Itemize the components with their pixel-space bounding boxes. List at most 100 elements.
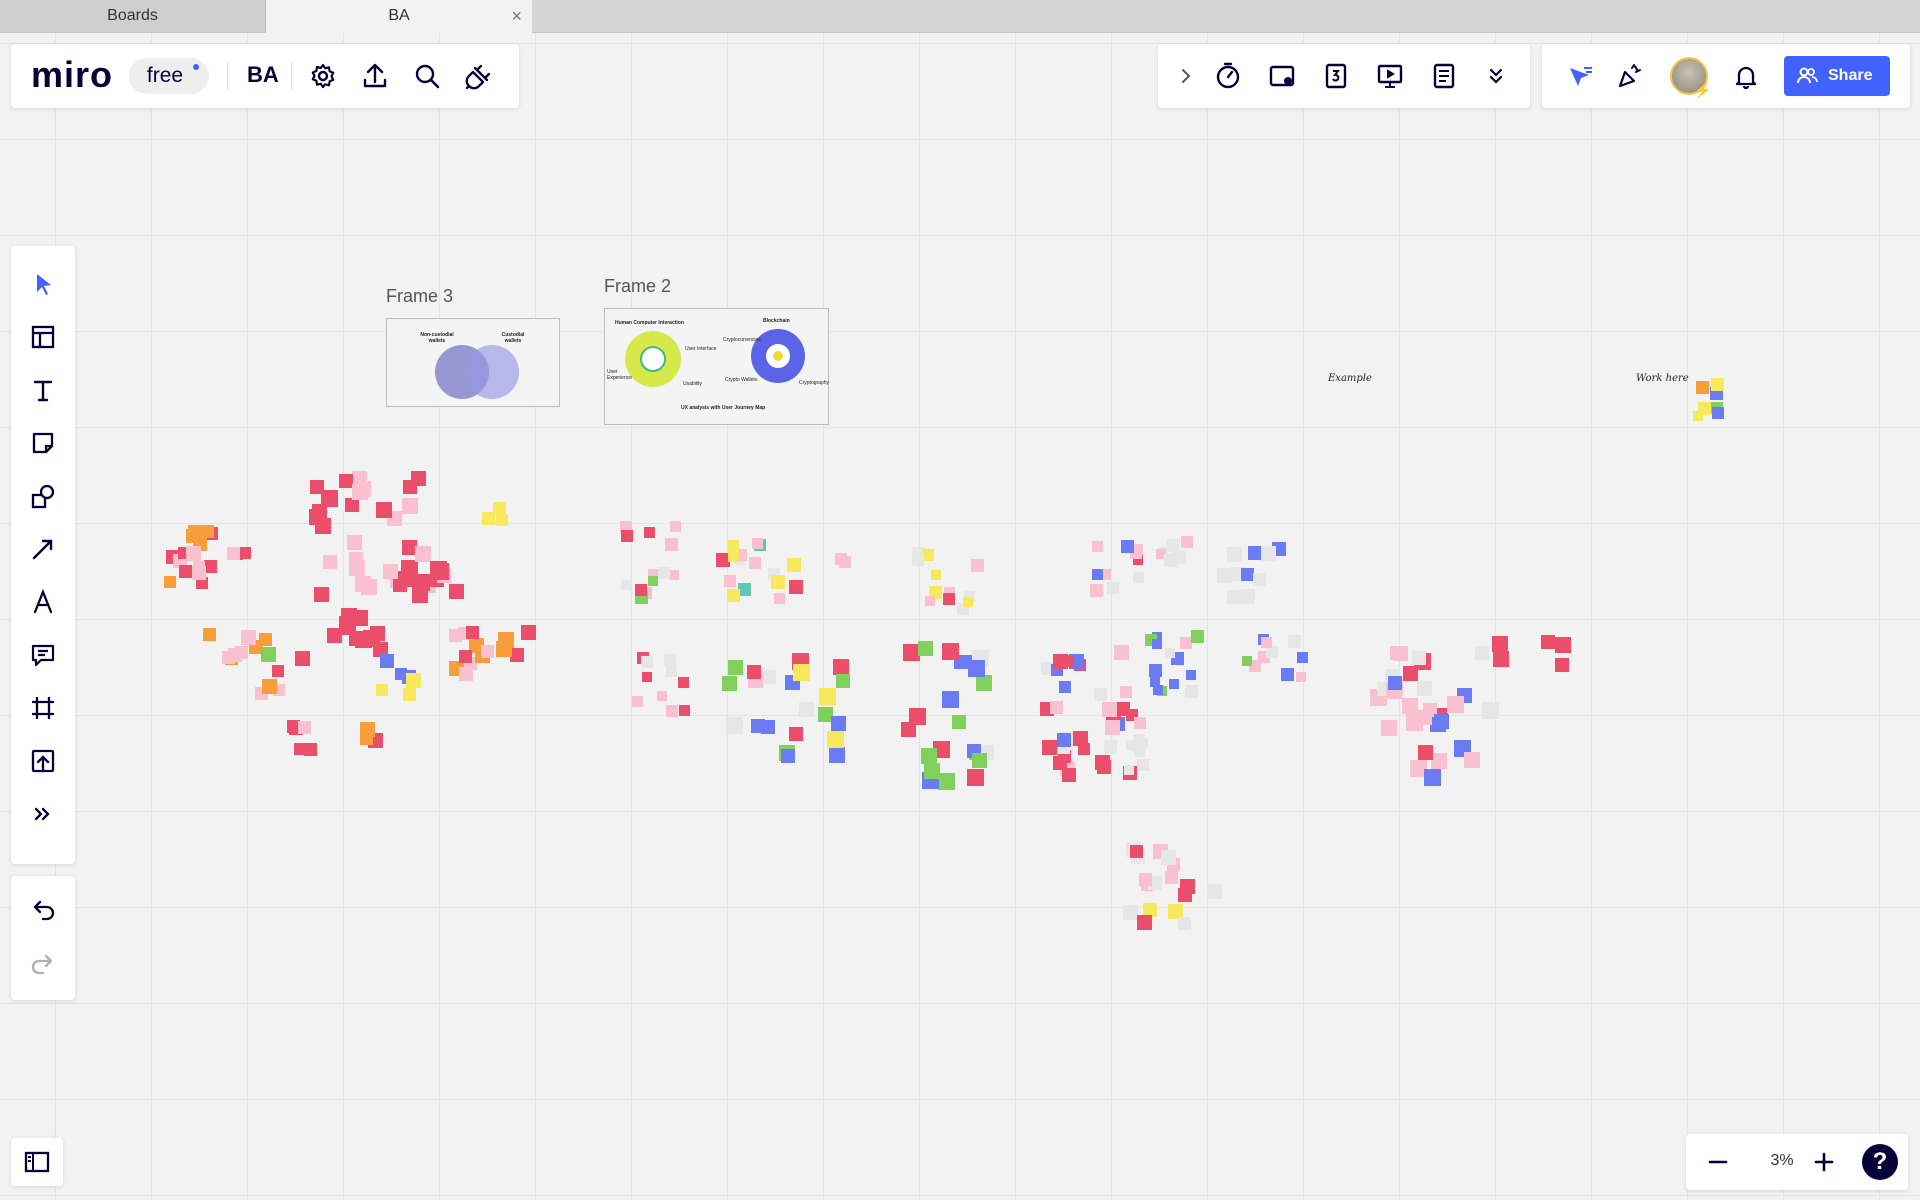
sticky-note[interactable] <box>839 555 852 568</box>
sticky-note[interactable] <box>746 665 761 680</box>
sticky-note[interactable] <box>376 502 393 519</box>
sticky-note[interactable] <box>432 563 450 581</box>
sticky-note[interactable] <box>924 595 935 606</box>
sticky-note[interactable] <box>349 560 366 577</box>
sticky-note[interactable] <box>942 593 955 606</box>
comment-icon[interactable] <box>25 637 61 673</box>
plug-icon[interactable] <box>461 58 497 94</box>
sticky-note[interactable] <box>1260 636 1272 648</box>
sticky-note[interactable] <box>722 675 738 691</box>
sticky-note[interactable] <box>1447 695 1465 713</box>
sticky-note[interactable] <box>402 688 416 702</box>
sticky-note[interactable] <box>975 675 992 692</box>
sticky-note[interactable] <box>1134 747 1145 758</box>
sticky-note[interactable] <box>327 628 343 644</box>
sticky-note[interactable] <box>781 748 796 763</box>
sticky-note[interactable] <box>835 673 850 688</box>
double-chevron-down-icon[interactable] <box>1478 58 1514 94</box>
sticky-note[interactable] <box>1133 555 1144 566</box>
sticky-note[interactable] <box>1155 549 1166 560</box>
sticky-note[interactable] <box>481 512 495 526</box>
sticky-note[interactable] <box>648 576 659 587</box>
chevron-right-icon[interactable] <box>1168 58 1204 94</box>
sticky-note[interactable] <box>1092 541 1104 553</box>
sticky-note[interactable] <box>786 558 801 573</box>
board-canvas[interactable] <box>0 33 1920 1200</box>
sticky-note[interactable] <box>1099 569 1111 581</box>
sticky-note[interactable] <box>1120 539 1134 553</box>
sticky-note[interactable] <box>1062 655 1075 668</box>
sticky-note[interactable] <box>352 484 369 501</box>
sticky-note[interactable] <box>459 649 473 663</box>
sticky-note[interactable] <box>1248 545 1263 560</box>
sticky-note[interactable] <box>818 688 836 706</box>
sticky-note[interactable] <box>1411 651 1426 666</box>
sticky-note[interactable] <box>1113 644 1129 660</box>
sticky-note[interactable] <box>1105 720 1121 736</box>
sticky-note[interactable] <box>788 579 803 594</box>
sticky-note[interactable] <box>762 669 777 684</box>
sticky-note[interactable] <box>1160 849 1176 865</box>
sticky-note[interactable] <box>1124 764 1135 775</box>
sticky-note[interactable] <box>918 640 934 656</box>
sticky-note[interactable] <box>634 583 647 596</box>
sticky-note[interactable] <box>1177 916 1191 930</box>
celebrate-icon[interactable] <box>1612 58 1648 94</box>
sticky-note[interactable] <box>1165 870 1179 884</box>
sticky-note[interactable] <box>1711 407 1724 420</box>
sticky-note[interactable] <box>1091 568 1103 580</box>
sticky-note[interactable] <box>632 696 644 707</box>
sticky-note[interactable] <box>1093 687 1107 701</box>
sticky-note[interactable] <box>294 650 310 666</box>
frame-3[interactable]: Non-custodial wallets Custodial wallets <box>386 318 560 407</box>
example-label[interactable]: Example <box>1328 373 1372 384</box>
sticky-note[interactable] <box>383 564 399 580</box>
frame-2[interactable]: Human Computer Interaction Blockchain Us… <box>604 308 829 425</box>
sticky-note[interactable] <box>831 715 847 731</box>
sticky-note[interactable] <box>901 721 917 737</box>
frame-icon[interactable] <box>25 690 61 726</box>
sticky-note[interactable] <box>1191 630 1205 644</box>
sticky-note[interactable] <box>458 666 473 681</box>
sticky-note[interactable] <box>728 550 740 562</box>
close-icon[interactable]: × <box>511 6 522 26</box>
notes-icon[interactable] <box>1426 58 1462 94</box>
sticky-note[interactable] <box>664 538 678 552</box>
sticky-note[interactable] <box>360 721 376 737</box>
plan-badge[interactable]: free <box>129 58 209 94</box>
sticky-note[interactable] <box>1040 661 1054 675</box>
sticky-note[interactable] <box>401 497 418 514</box>
sticky-note[interactable] <box>411 587 428 604</box>
sticky-note[interactable] <box>1217 568 1233 584</box>
sticky-note[interactable] <box>185 546 201 562</box>
sticky-note[interactable] <box>448 628 462 642</box>
sticky-note[interactable] <box>657 690 668 701</box>
sticky-note[interactable] <box>967 660 985 678</box>
sticky-note[interactable] <box>1105 740 1118 753</box>
sticky-note[interactable] <box>297 720 311 734</box>
sticky-note[interactable] <box>1433 713 1449 729</box>
sticky-note[interactable] <box>1295 672 1306 683</box>
sticky-note[interactable] <box>663 653 676 666</box>
text-icon[interactable] <box>25 372 61 408</box>
sticky-note[interactable] <box>402 479 417 494</box>
sticky-note[interactable] <box>339 621 354 636</box>
sticky-note[interactable] <box>1137 759 1150 772</box>
sticky-note[interactable] <box>321 489 339 507</box>
sticky-note[interactable] <box>1226 590 1241 605</box>
sticky-note[interactable] <box>1389 646 1404 661</box>
sticky-note[interactable] <box>1409 760 1427 778</box>
sticky-note[interactable] <box>1554 658 1569 673</box>
frame-title[interactable]: Frame 2 <box>604 276 672 296</box>
sticky-note[interactable] <box>495 513 508 526</box>
sticky-note[interactable] <box>1248 659 1261 672</box>
sticky-note[interactable] <box>406 672 422 688</box>
sticky-note[interactable] <box>1297 652 1309 664</box>
sticky-note[interactable] <box>774 593 786 605</box>
sticky-note[interactable] <box>737 582 751 596</box>
sticky-note[interactable] <box>1153 684 1164 695</box>
sticky-note[interactable] <box>498 632 515 649</box>
sticky-note[interactable] <box>314 586 330 602</box>
sticky-note[interactable] <box>1057 732 1072 747</box>
sticky-note[interactable] <box>952 715 967 730</box>
